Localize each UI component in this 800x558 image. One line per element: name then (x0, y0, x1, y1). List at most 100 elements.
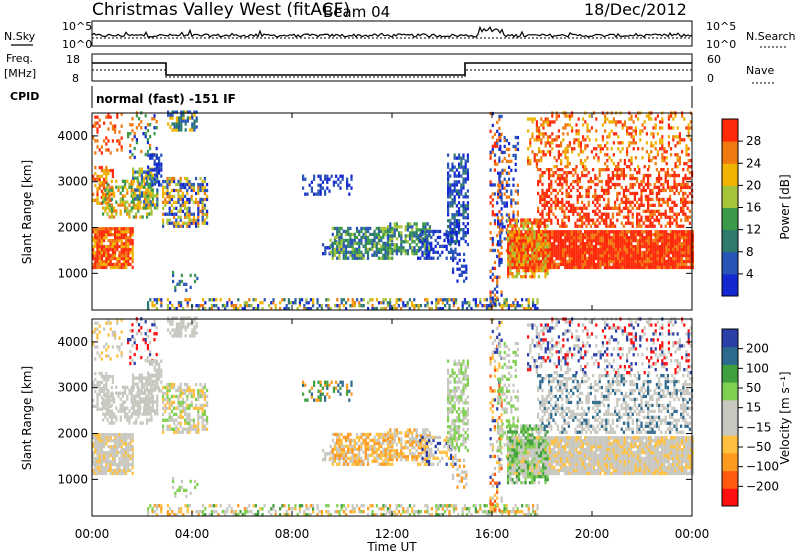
power-cell (129, 144, 131, 147)
power-cell (492, 151, 494, 154)
power-cell (561, 177, 563, 180)
power-cell (334, 304, 336, 307)
power-cell (588, 201, 590, 204)
power-cell (681, 251, 683, 254)
power-cell (118, 130, 120, 133)
power-cell (663, 147, 665, 150)
power-cell (367, 242, 369, 245)
power-cell (606, 257, 608, 260)
power-cell (566, 201, 568, 204)
power-cell (588, 233, 590, 236)
power-cell (497, 240, 499, 243)
power-cell (516, 221, 518, 224)
power-cell (426, 239, 428, 242)
power-cell (531, 266, 533, 269)
power-cell (626, 129, 628, 132)
power-cell (668, 126, 670, 129)
power-cell (626, 150, 628, 153)
power-cell (134, 156, 136, 159)
power-cell (581, 201, 583, 204)
power-cell (584, 144, 586, 147)
power-cell (688, 129, 690, 132)
power-cell (595, 251, 597, 254)
power-cell (325, 304, 327, 307)
power-cell (639, 236, 641, 239)
power-cell (563, 210, 565, 213)
power-cell (407, 240, 409, 243)
power-cell (534, 304, 536, 307)
power-cell (564, 239, 566, 242)
power-cell (623, 174, 625, 177)
power-cell (202, 298, 204, 301)
power-cell (516, 251, 518, 254)
power-cell (451, 228, 453, 231)
power-cell (96, 199, 98, 202)
power-cell (588, 219, 590, 222)
velocity-cell (123, 463, 125, 466)
power-cell (533, 275, 535, 278)
power-cell (617, 254, 619, 257)
velocity-cell (103, 439, 105, 442)
power-cell (435, 251, 437, 254)
power-cell (407, 252, 409, 255)
power-cell (173, 189, 175, 192)
power-cell (136, 177, 138, 180)
power-cell (593, 245, 595, 248)
power-cell (428, 230, 430, 233)
power-cell (204, 180, 206, 183)
power-cell (182, 192, 184, 195)
power-cell (690, 254, 692, 257)
power-cell (676, 230, 678, 233)
power-cell (624, 263, 626, 266)
power-cell (683, 236, 685, 239)
power-cell (317, 175, 319, 178)
power-cell (571, 257, 573, 260)
power-cell (501, 261, 503, 264)
power-cell (654, 183, 656, 186)
power-cell (463, 280, 465, 283)
velocity-cell (99, 463, 101, 466)
power-cell (199, 177, 201, 180)
power-cell (679, 236, 681, 239)
power-cell (617, 147, 619, 150)
power-cell (673, 192, 675, 195)
power-cell (559, 189, 561, 192)
velocity-cell (94, 457, 96, 460)
power-cell (512, 145, 514, 148)
power-cell (568, 219, 570, 222)
power-cell (96, 178, 98, 181)
power-cell (496, 282, 498, 285)
power-cell (685, 245, 687, 248)
power-cell (676, 204, 678, 207)
power-cell (250, 304, 252, 307)
power-cell (544, 207, 546, 210)
power-cell (499, 145, 501, 148)
power-cell (454, 195, 456, 198)
power-cell (557, 192, 559, 195)
power-cell (660, 216, 662, 219)
power-cell (672, 239, 674, 242)
power-cell (171, 114, 173, 117)
power-cell (504, 204, 506, 207)
power-cell (579, 180, 581, 183)
power-cell (380, 227, 382, 230)
power-cell (633, 129, 635, 132)
power-cell (400, 249, 402, 252)
power-cell (591, 266, 593, 269)
power-cell (525, 269, 527, 272)
power-cell (601, 213, 603, 216)
power-cell (345, 254, 347, 257)
power-cell (317, 190, 319, 193)
power-cell (154, 298, 156, 301)
power-cell (346, 181, 348, 184)
power-cell (536, 298, 538, 301)
power-cell (582, 123, 584, 126)
power-cell (601, 168, 603, 171)
power-cell (197, 183, 199, 186)
power-cell (544, 251, 546, 254)
power-cell (635, 132, 637, 135)
power-cell (627, 201, 629, 204)
power-cell (622, 141, 624, 144)
power-cell (597, 260, 599, 263)
power-cell (616, 195, 618, 198)
